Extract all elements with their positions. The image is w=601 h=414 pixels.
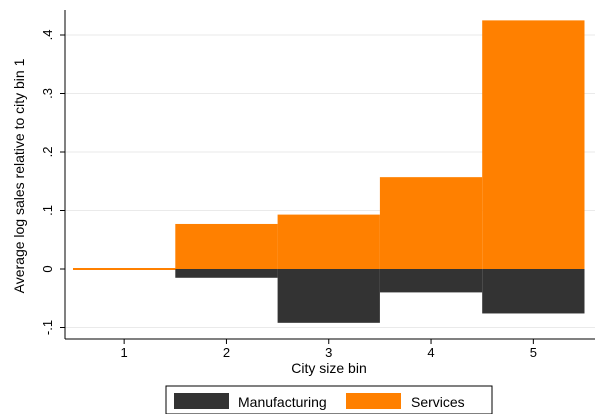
x-axis-title: City size bin	[291, 360, 366, 376]
bar-manufacturing-4	[379, 269, 483, 293]
y-tick-label: .3	[40, 88, 55, 99]
y-axis-title: Average log sales relative to city bin 1	[11, 58, 27, 293]
bars	[73, 20, 585, 323]
x-tick-label: 3	[325, 345, 332, 360]
x-axis-ticks: 1 2 3 4 5	[121, 339, 537, 360]
bar-services-2	[175, 223, 278, 269]
y-tick-label: .4	[40, 30, 55, 41]
y-tick-label: .2	[40, 147, 55, 158]
x-tick-label: 5	[530, 345, 537, 360]
legend-label-services: Services	[411, 394, 465, 410]
x-tick-label: 2	[223, 345, 230, 360]
y-axis-ticks: -.1 0 .1 .2 .3 .4	[40, 30, 65, 335]
y-tick-label: -.1	[40, 320, 55, 335]
bar-services-5	[482, 20, 585, 269]
y-tick-label: 0	[40, 265, 55, 272]
y-tick-label: .1	[40, 205, 55, 216]
x-tick-label: 4	[427, 345, 434, 360]
bar-manufacturing-5	[482, 269, 585, 314]
bar-services-4	[379, 177, 483, 269]
bar-manufacturing-2	[175, 269, 278, 278]
bar-manufacturing-3	[277, 269, 380, 323]
legend: Manufacturing Services	[165, 385, 493, 414]
legend-swatch-manufacturing	[174, 393, 229, 409]
bar-services-3	[277, 214, 380, 269]
legend-label-manufacturing: Manufacturing	[238, 394, 327, 410]
x-tick-label: 1	[121, 345, 128, 360]
legend-swatch-services	[346, 393, 401, 409]
